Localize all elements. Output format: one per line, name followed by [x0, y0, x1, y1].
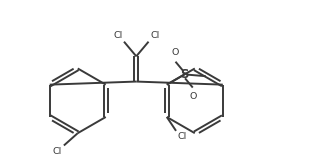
Text: Cl: Cl [52, 147, 62, 156]
Text: O: O [190, 92, 197, 101]
Text: S: S [180, 68, 188, 81]
Text: O: O [171, 48, 178, 57]
Text: Cl: Cl [113, 31, 122, 41]
Text: Cl: Cl [150, 31, 159, 41]
Text: Cl: Cl [177, 132, 187, 141]
